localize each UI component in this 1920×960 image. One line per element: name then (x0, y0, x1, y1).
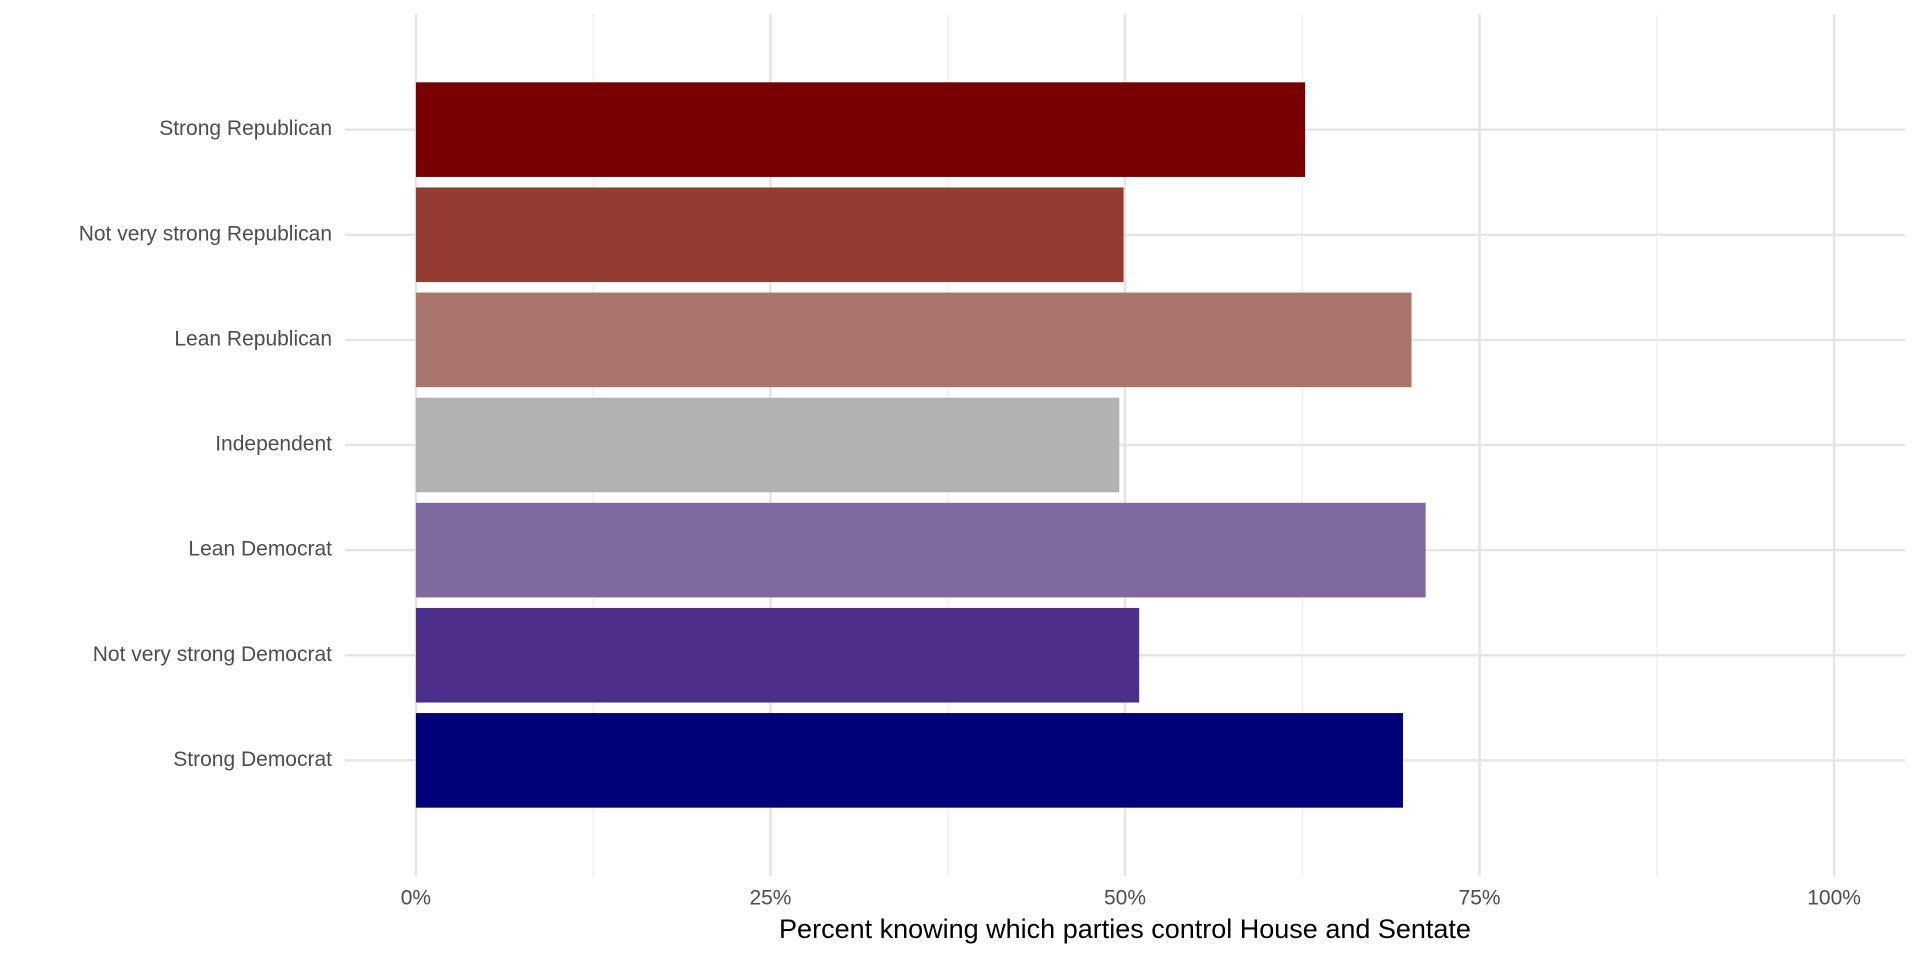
y-tick-label: Not very strong Democrat (93, 643, 332, 666)
x-tick-label: 50% (1104, 887, 1146, 910)
x-tick-label: 75% (1459, 887, 1501, 910)
x-axis-title: Percent knowing which parties control Ho… (779, 914, 1471, 944)
bar (415, 607, 1140, 703)
y-tick-label: Strong Democrat (173, 748, 332, 771)
x-tick-label: 100% (1807, 887, 1861, 910)
bar (415, 187, 1124, 283)
bar (415, 82, 1306, 177)
y-tick-label: Independent (215, 433, 332, 456)
y-tick-label: Lean Republican (174, 327, 332, 350)
bar (415, 502, 1426, 598)
y-tick-label: Strong Republican (159, 117, 332, 140)
bar (415, 397, 1120, 493)
x-tick-label: 25% (749, 887, 791, 910)
x-tick-label: 0% (401, 887, 431, 910)
bar (415, 713, 1403, 808)
y-tick-label: Lean Democrat (188, 538, 332, 561)
bar (415, 292, 1412, 388)
y-tick-label: Not very strong Republican (79, 222, 332, 245)
